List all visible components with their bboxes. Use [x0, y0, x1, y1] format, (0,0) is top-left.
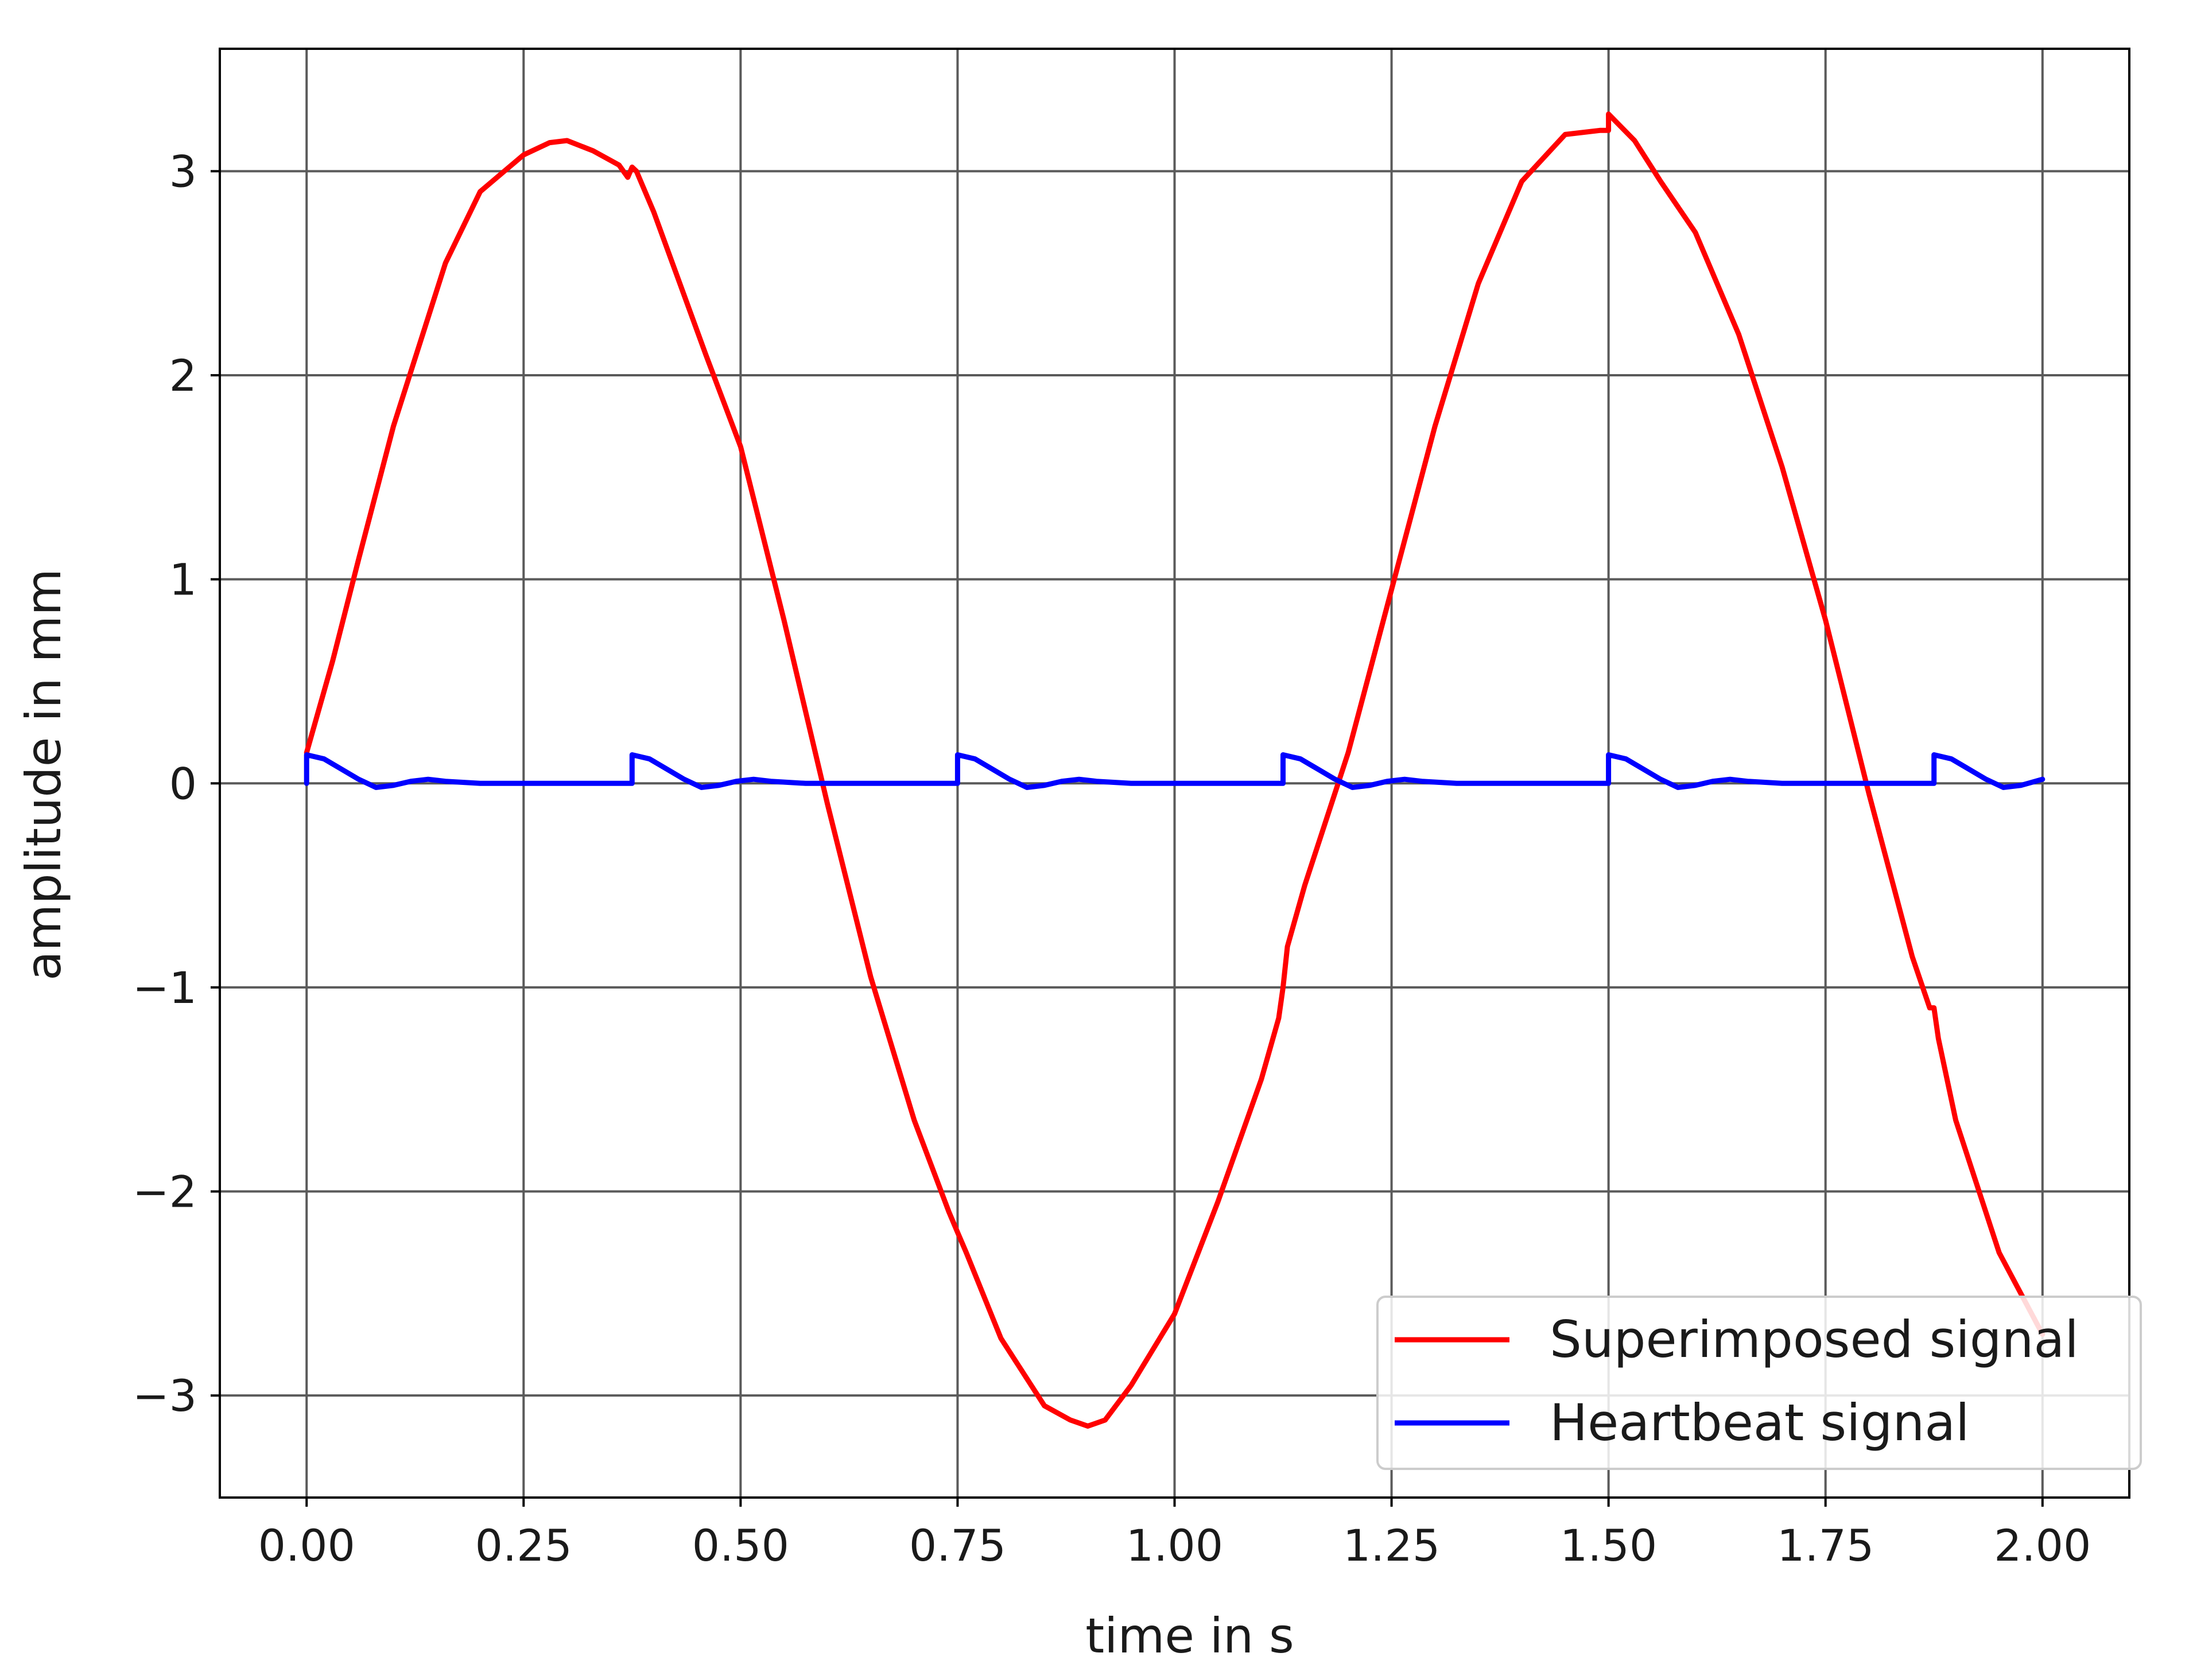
series-line-superimposed [304, 111, 2046, 1429]
y-tick-label: 3 [169, 146, 197, 197]
y-tick-label: 2 [169, 350, 197, 401]
axis-ticks: 0.00 0.25 0.50 0.75 1.00 1.25 1.50 1.75 2.00 3 2 1 0… [133, 146, 2091, 1571]
series-line-heartbeat [304, 752, 2046, 790]
x-tick-label: 0.75 [909, 1520, 1006, 1571]
x-tick-label: 0.00 [258, 1520, 355, 1571]
x-tick-label: 1.25 [1343, 1520, 1440, 1571]
x-tick-label: 1.50 [1560, 1520, 1657, 1571]
x-tick-label: 0.25 [475, 1520, 572, 1571]
y-tick-label: −3 [133, 1370, 197, 1421]
y-tick-label: −1 [133, 962, 197, 1013]
legend-label-superimposed: Superimposed signal [1550, 1310, 2079, 1369]
grid-lines [220, 49, 2129, 1498]
y-axis-title: amplitude in mm [15, 569, 72, 981]
x-axis-title: time in s [1085, 1608, 1294, 1664]
x-tick-label: 2.00 [1994, 1520, 2091, 1571]
y-tick-label: −2 [133, 1166, 197, 1218]
x-tick-label: 1.75 [1777, 1520, 1874, 1571]
legend-label-heartbeat: Heartbeat signal [1550, 1393, 1970, 1452]
x-tick-label: 0.50 [692, 1520, 789, 1571]
legend: Superimposed signal Heartbeat signal [1376, 1296, 2142, 1470]
series-lines [304, 111, 2046, 1429]
x-tick-label: 1.00 [1126, 1520, 1223, 1571]
y-tick-label: 1 [169, 554, 197, 605]
y-tick-label: 0 [169, 758, 197, 809]
legend-box [1376, 1296, 2142, 1470]
